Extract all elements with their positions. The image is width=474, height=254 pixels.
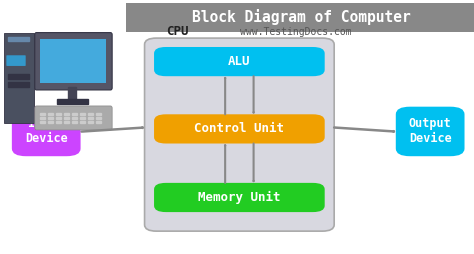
Text: Output
Device: Output Device bbox=[409, 117, 452, 146]
Text: ALU: ALU bbox=[228, 55, 251, 68]
Text: Memory Unit: Memory Unit bbox=[198, 191, 281, 204]
Text: Input
Device: Input Device bbox=[25, 117, 68, 146]
FancyBboxPatch shape bbox=[154, 183, 325, 212]
FancyBboxPatch shape bbox=[126, 3, 474, 32]
FancyBboxPatch shape bbox=[12, 107, 81, 156]
FancyBboxPatch shape bbox=[154, 114, 325, 144]
Text: Control Unit: Control Unit bbox=[194, 122, 284, 135]
Text: www.TestingDocs.com: www.TestingDocs.com bbox=[240, 27, 352, 37]
FancyBboxPatch shape bbox=[154, 47, 325, 76]
FancyBboxPatch shape bbox=[396, 107, 465, 156]
Text: CPU: CPU bbox=[166, 25, 189, 38]
FancyBboxPatch shape bbox=[145, 38, 334, 231]
Text: Block Diagram of Computer: Block Diagram of Computer bbox=[191, 9, 410, 25]
